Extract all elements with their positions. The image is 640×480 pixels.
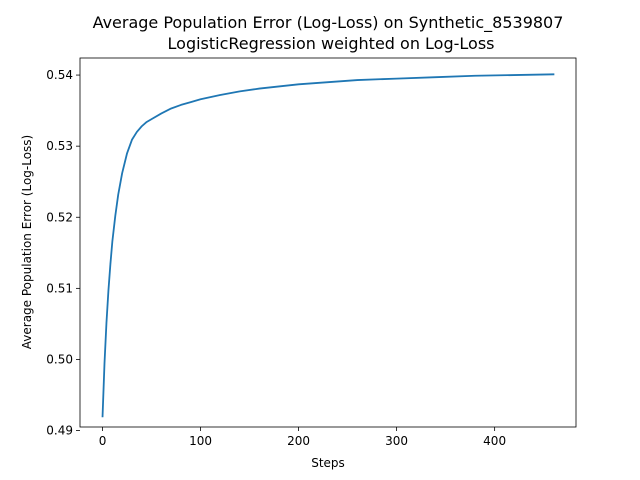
y-tick-label: 0.54 — [46, 68, 73, 82]
y-tick-label: 0.51 — [46, 281, 73, 295]
x-tick-label: 0 — [99, 434, 107, 448]
x-tick-label: 100 — [189, 434, 212, 448]
x-tick-label: 300 — [385, 434, 408, 448]
x-axis-label: Steps — [311, 456, 345, 470]
chart-title-line-2: LogisticRegression weighted on Log-Loss — [168, 34, 495, 53]
y-tick-label: 0.53 — [46, 139, 73, 153]
y-tick-label: 0.50 — [46, 352, 73, 366]
x-tick-label: 200 — [287, 434, 310, 448]
y-axis-label: Average Population Error (Log-Loss) — [20, 135, 34, 349]
y-tick-label: 0.52 — [46, 210, 73, 224]
series-line — [101, 73, 555, 418]
plot-frame — [79, 57, 577, 428]
y-tick-label: 0.49 — [46, 424, 73, 438]
x-axis-ticks: 0 100 200 300 400 — [99, 427, 506, 448]
chart-title-line-1: Average Population Error (Log-Loss) on S… — [93, 13, 564, 33]
y-axis-ticks: 0.49 0.50 0.51 0.52 0.53 0.54 — [46, 68, 80, 438]
series-group — [101, 73, 555, 418]
x-tick-label: 400 — [483, 434, 506, 448]
